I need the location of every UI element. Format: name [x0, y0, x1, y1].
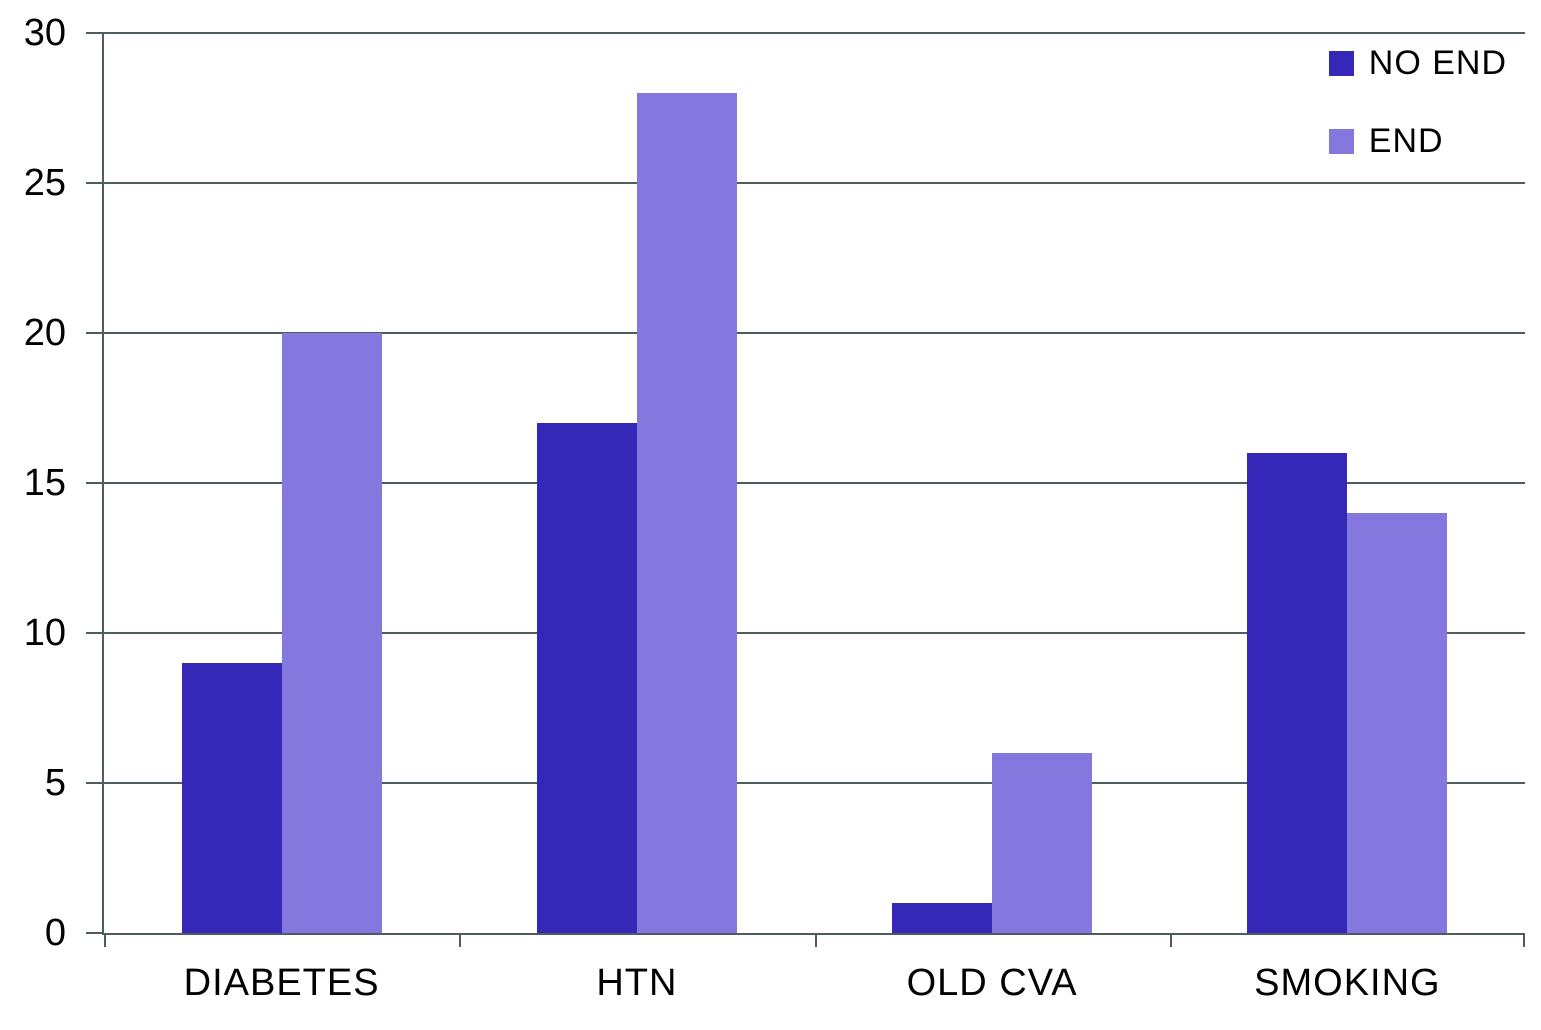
y-tick-label-10: 10	[23, 612, 66, 654]
y-tick-15	[86, 482, 102, 484]
legend-label-no-end: NO END	[1368, 44, 1507, 82]
y-tick-label-0: 0	[44, 912, 66, 954]
y-tick-30	[86, 32, 102, 34]
y-tick-label-5: 5	[44, 762, 66, 804]
x-tick-4	[1523, 933, 1525, 947]
x-tick-3	[1169, 933, 1172, 947]
plot-area: 0 5 10 15 20 25 30 DIABETES HTN OLD CVA SMOKING	[24, 14, 1525, 1004]
y-tick-label-15: 15	[23, 462, 66, 504]
legend-swatch-no-end	[1328, 50, 1354, 76]
y-tick-label-30: 30	[23, 12, 66, 54]
x-category-label-htn: HTN	[596, 962, 678, 1004]
bar-end-diabetes	[281, 333, 382, 933]
gridline-5	[88, 782, 1525, 784]
y-tick-20	[86, 332, 102, 334]
legend-item-end: END	[1328, 122, 1507, 160]
x-tick-1	[459, 933, 462, 947]
x-category-label-old-cva: OLD CVA	[906, 962, 1078, 1004]
gridline-25	[88, 182, 1525, 184]
bar-end-old-cva	[992, 753, 1093, 933]
x-tick-0	[104, 933, 106, 947]
bar-no-end-smoking	[1247, 453, 1348, 933]
y-tick-label-20: 20	[23, 312, 66, 354]
gridline-10	[88, 632, 1525, 634]
gridline-15	[88, 482, 1525, 484]
x-category-label-smoking: SMOKING	[1254, 962, 1441, 1004]
x-category-label-diabetes: DIABETES	[183, 962, 380, 1004]
gridline-20	[88, 332, 1525, 334]
bar-no-end-old-cva	[892, 903, 993, 933]
y-tick-10	[86, 632, 102, 634]
bar-end-htn	[636, 93, 737, 933]
x-tick-2	[814, 933, 817, 947]
bar-end-smoking	[1347, 513, 1448, 933]
legend-swatch-end	[1328, 128, 1354, 154]
bar-no-end-diabetes	[181, 663, 282, 933]
y-tick-label-25: 25	[23, 162, 66, 204]
y-tick-25	[86, 182, 102, 184]
legend-item-no-end: NO END	[1328, 44, 1507, 82]
y-tick-0	[86, 932, 102, 934]
gridline-30	[88, 32, 1525, 34]
legend-label-end: END	[1368, 122, 1444, 160]
legend: NO END END	[1328, 44, 1507, 160]
y-tick-5	[86, 782, 102, 784]
bar-no-end-htn	[536, 423, 637, 933]
